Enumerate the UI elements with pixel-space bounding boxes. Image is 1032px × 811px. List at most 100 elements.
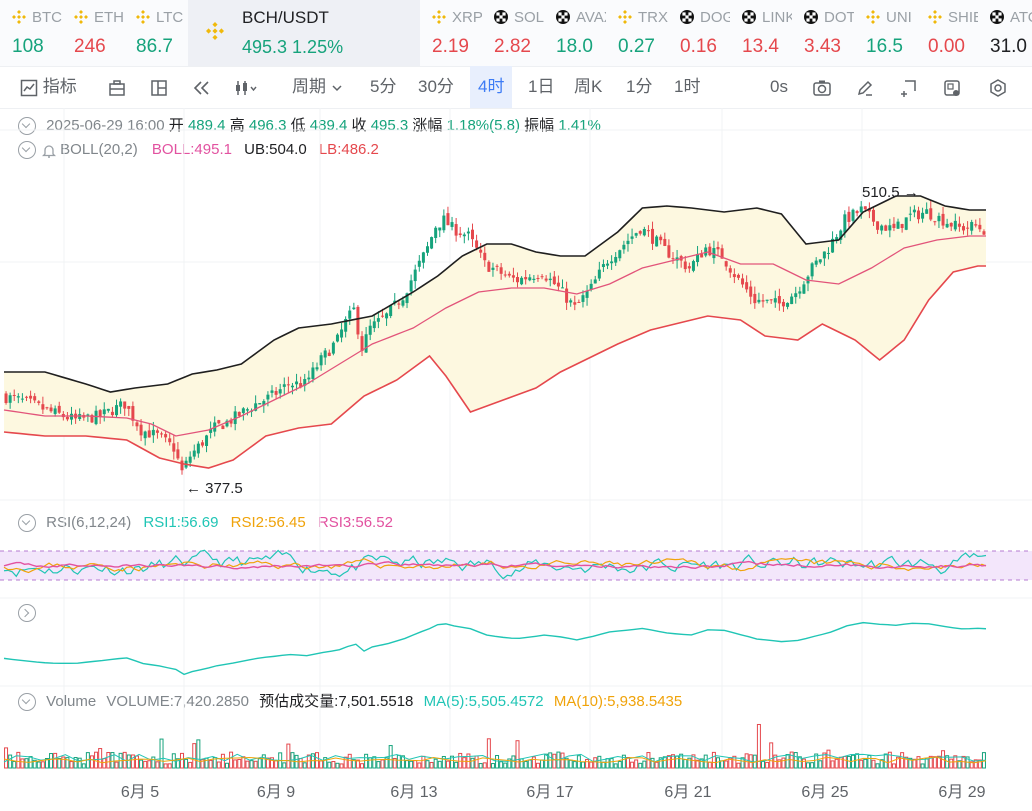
add-chart-button[interactable] <box>898 74 918 100</box>
collapse-icon[interactable] <box>18 693 36 712</box>
volume-bar <box>249 760 254 769</box>
ticker-avax[interactable]: AVAX 18.0 <box>544 0 606 66</box>
rewind-button[interactable] <box>192 74 212 100</box>
candle <box>577 299 581 303</box>
ticker-shib[interactable]: SHIB 0.00 <box>916 0 978 66</box>
collapse-icon[interactable] <box>18 141 36 160</box>
indicator-expand[interactable] <box>18 604 42 623</box>
candle <box>593 275 597 284</box>
volume-bar <box>879 759 884 769</box>
candlestick-icon <box>236 80 257 95</box>
collapse-icon[interactable] <box>18 117 36 136</box>
ticker-active[interactable]: BCH/USDT 495.3 1.25% <box>188 0 420 66</box>
candle <box>4 391 8 405</box>
volume-bar <box>650 757 655 769</box>
chart-type-button[interactable] <box>234 74 258 100</box>
ticker-xrp[interactable]: XRP 2.19 <box>420 0 482 66</box>
candle-body <box>245 409 249 411</box>
interval-5m[interactable]: 5分 <box>370 77 397 96</box>
volume-bar <box>302 762 307 769</box>
candle-body <box>630 236 634 239</box>
candle <box>12 389 16 402</box>
volume-bar <box>552 753 557 769</box>
volume-bar <box>102 758 107 769</box>
ticker-atom[interactable]: ATOM 31.0 <box>978 0 1032 66</box>
interval-4h[interactable]: 4时 <box>470 66 513 108</box>
pencil-icon <box>857 80 873 96</box>
ticker-ltc[interactable]: LTC 86.7 <box>124 0 186 66</box>
settings-button[interactable] <box>988 74 1008 100</box>
candle-body <box>683 261 687 270</box>
snapshot-button[interactable] <box>812 74 832 100</box>
interval-1m[interactable]: 1分 <box>626 77 653 96</box>
indicators-button[interactable]: 指标 <box>20 74 77 100</box>
ticker-link[interactable]: LINK 13.4 <box>730 0 792 66</box>
candle <box>475 234 479 251</box>
candle <box>565 281 569 310</box>
interval-1h[interactable]: 1时 <box>674 77 701 96</box>
volume-bar <box>679 753 684 769</box>
ticker-btc[interactable]: BTC 108 <box>0 0 62 66</box>
candle-body <box>344 318 348 332</box>
candle <box>773 290 777 308</box>
candle-body <box>561 287 565 289</box>
bell-icon[interactable] <box>41 143 57 158</box>
template-button[interactable] <box>108 74 126 100</box>
candle-body <box>340 329 344 338</box>
volume-bar <box>327 761 332 769</box>
expand-icon[interactable] <box>18 604 36 623</box>
layout-button[interactable] <box>150 74 168 100</box>
candle-body <box>573 302 577 305</box>
volume-bar <box>711 751 716 769</box>
fullscreen-button[interactable] <box>942 74 962 100</box>
candle <box>720 244 724 259</box>
ticker-uni[interactable]: UNI 16.5 <box>854 0 916 66</box>
period-dropdown[interactable]: 周期 <box>292 74 343 100</box>
binance-icon <box>618 10 632 24</box>
briefcase-icon <box>109 79 125 96</box>
candle <box>376 311 380 329</box>
interval-1d[interactable]: 1日 <box>528 77 555 96</box>
candle <box>626 233 630 252</box>
candle <box>634 232 638 238</box>
interval-1w[interactable]: 周K <box>574 77 603 96</box>
candle-body <box>98 410 102 417</box>
candle-body <box>577 301 581 303</box>
candle-body <box>33 396 37 401</box>
candle <box>49 404 53 413</box>
collapse-icon[interactable] <box>18 514 36 533</box>
candle-body <box>319 355 323 366</box>
interval-30m[interactable]: 30分 <box>418 77 454 96</box>
candle-body <box>659 236 663 241</box>
candle-body <box>687 266 691 269</box>
ticker-doge[interactable]: DOGE 0.16 <box>668 0 730 66</box>
binance-icon <box>866 10 880 24</box>
volume-bar <box>392 757 397 769</box>
candle-body <box>115 405 119 416</box>
ticker-sol[interactable]: SOL 2.82 <box>482 0 544 66</box>
volume-bar <box>531 756 536 769</box>
candle <box>131 401 135 427</box>
ticker-trx[interactable]: TRX 0.27 <box>606 0 668 66</box>
add-window-icon <box>901 79 916 97</box>
candle <box>667 239 671 259</box>
ticker-symbol: AVAX <box>576 9 606 26</box>
volume-bar <box>437 760 442 769</box>
volume-bar <box>826 749 831 769</box>
ticker-dot[interactable]: DOT 3.43 <box>792 0 854 66</box>
candle-body <box>528 277 532 281</box>
binance-icon <box>928 10 942 24</box>
candle-body <box>790 296 794 305</box>
candle-body <box>49 407 53 412</box>
volume-bar <box>846 755 851 769</box>
candle-body <box>438 227 442 231</box>
candle <box>974 219 978 228</box>
draw-button[interactable] <box>856 74 874 100</box>
candle <box>331 341 335 356</box>
candle-body <box>110 411 114 416</box>
candle <box>925 202 929 214</box>
candle <box>937 212 941 228</box>
ticker-eth[interactable]: ETH 246 <box>62 0 124 66</box>
candle <box>941 206 945 230</box>
